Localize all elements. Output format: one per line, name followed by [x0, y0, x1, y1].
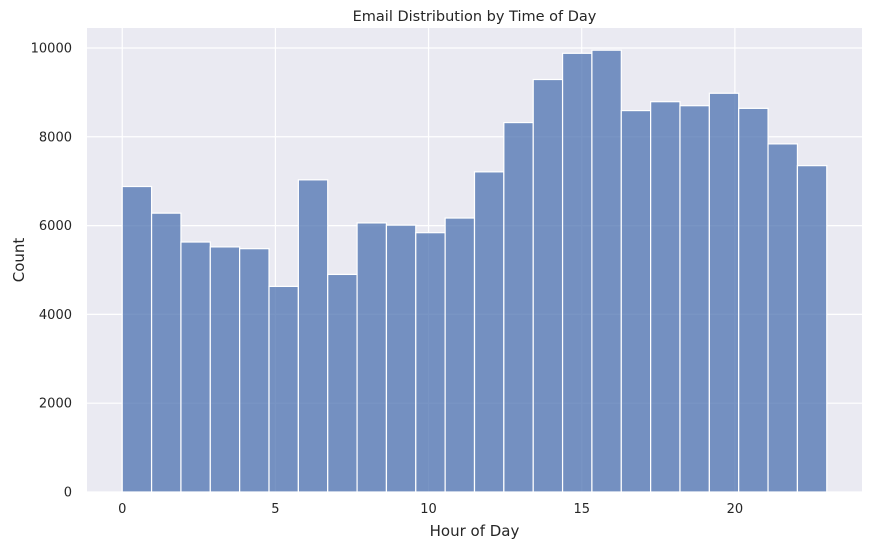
bar-21 [738, 107, 769, 493]
x-tick-label: 20 [727, 502, 744, 517]
bar-7 [327, 273, 358, 493]
bar-2 [180, 241, 211, 493]
y-tick-label: 4000 [39, 308, 72, 323]
bar-13 [503, 121, 534, 493]
y-tick-label: 2000 [39, 397, 72, 412]
x-tick-labels: 0 5 10 15 20 [118, 502, 743, 517]
bar-4 [239, 248, 270, 493]
x-tick-label: 15 [573, 502, 590, 517]
bar-12 [473, 171, 505, 493]
bar-11 [444, 217, 476, 493]
bar-14 [532, 78, 564, 493]
y-axis-label: Count [10, 238, 28, 283]
x-axis-label: Hour of Day [430, 522, 520, 540]
bar-17 [620, 109, 652, 493]
bar-20 [708, 92, 740, 493]
bar-9 [385, 224, 417, 493]
bar-1 [150, 212, 182, 493]
bar-5 [268, 285, 299, 493]
bar-19 [679, 105, 710, 493]
bar-8 [356, 222, 388, 493]
bar-16 [591, 49, 622, 493]
bar-22 [767, 143, 799, 493]
bars [121, 49, 828, 493]
bar-18 [650, 101, 681, 493]
bar-3 [209, 246, 241, 493]
x-tick-label: 10 [420, 502, 437, 517]
bar-23 [796, 165, 828, 493]
bar-0 [121, 185, 153, 493]
y-tick-label: 0 [64, 486, 72, 501]
bar-15 [561, 52, 593, 493]
x-tick-label: 0 [118, 502, 126, 517]
y-tick-label: 6000 [39, 219, 72, 234]
bar-6 [297, 179, 329, 493]
y-tick-label: 8000 [39, 130, 72, 145]
y-tick-labels: 0 2000 4000 6000 8000 10000 [31, 41, 72, 500]
x-tick-label: 5 [271, 502, 279, 517]
chart-title: Email Distribution by Time of Day [353, 9, 597, 25]
bar-10 [415, 232, 446, 493]
y-tick-label: 10000 [31, 41, 72, 56]
